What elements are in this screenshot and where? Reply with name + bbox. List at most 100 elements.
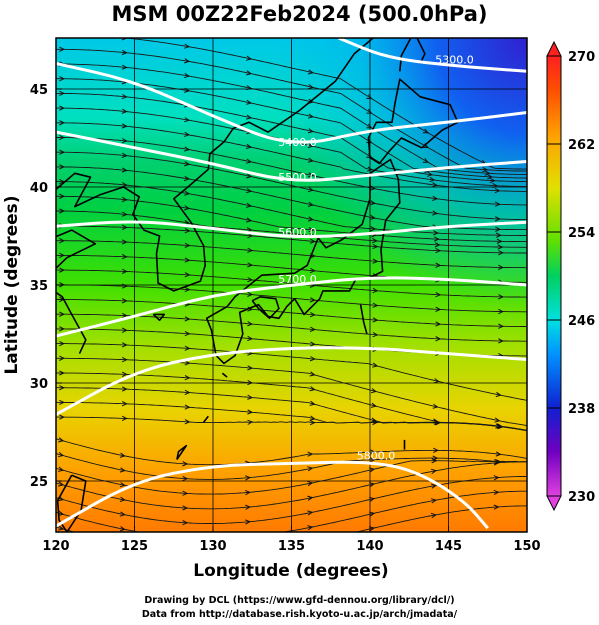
coastline <box>367 78 459 165</box>
streamline-arrow <box>184 117 191 123</box>
streamline-arrow <box>370 226 377 232</box>
streamline <box>56 48 527 172</box>
streamline-arrow <box>247 394 254 400</box>
streamline-arrow <box>309 311 316 318</box>
streamline-arrow <box>119 467 126 473</box>
streamline-arrow <box>489 177 496 184</box>
streamline-arrow <box>184 175 191 182</box>
streamline-arrow <box>247 409 254 415</box>
streamline-arrow <box>184 87 191 93</box>
streamline <box>56 299 527 327</box>
streamline <box>120 38 527 170</box>
streamline-arrow <box>182 520 189 526</box>
streamline-arrow <box>432 418 439 424</box>
streamline-arrow <box>121 268 128 274</box>
streamline-arrow <box>119 482 126 488</box>
streamline-arrow <box>309 326 316 332</box>
height-contour <box>56 220 527 239</box>
streamline-arrow <box>245 549 250 553</box>
coastline <box>359 304 368 335</box>
x-tick-label: 140 <box>356 539 383 554</box>
contour-label: 5600.0 <box>278 226 317 239</box>
streamline-arrow <box>493 489 500 496</box>
streamline-arrow <box>430 483 438 489</box>
streamline-arrow <box>430 512 438 519</box>
streamline-arrow <box>184 257 191 263</box>
streamline-arrow <box>370 417 378 423</box>
streamline-arrow <box>121 196 128 203</box>
streamline <box>56 505 527 532</box>
streamline-arrow <box>184 360 191 366</box>
streamline-arrow <box>498 264 504 271</box>
height-contour <box>338 38 527 73</box>
streamline-arrow <box>432 455 439 461</box>
streamline-arrow <box>121 167 128 173</box>
coastline <box>416 38 426 64</box>
x-tick-label: 150 <box>513 539 540 554</box>
streamline-arrow <box>121 239 128 245</box>
streamline-arrow <box>494 187 501 194</box>
streamline-arrow <box>59 46 65 52</box>
streamline-arrow <box>58 452 65 458</box>
height-contour <box>56 276 527 338</box>
streamline-arrow <box>183 550 188 554</box>
streamline-arrow <box>59 252 65 259</box>
y-axis-label: Latitude (degrees) <box>2 195 22 374</box>
streamline-arrow <box>59 355 65 361</box>
streamline-arrow <box>184 146 191 152</box>
colorbar-tick-label: 246 <box>568 314 595 329</box>
streamline-arrow <box>121 312 128 319</box>
streamline-arrow <box>432 403 439 409</box>
streamline-arrow <box>372 331 379 338</box>
streamline-arrow <box>369 526 376 532</box>
streamline-arrow <box>58 510 65 516</box>
coastline <box>399 38 412 72</box>
credit-line-1: Drawing by DCL (https://www.gfd-dennou.o… <box>144 595 455 606</box>
streamline-arrow <box>245 519 251 525</box>
streamline-arrow <box>121 386 128 392</box>
streamline-arrow <box>119 511 126 517</box>
streamline-arrow <box>369 482 376 488</box>
streamline-arrow <box>246 55 253 61</box>
streamline-arrow <box>247 247 254 253</box>
streamline-arrow <box>246 85 253 91</box>
y-tick-label: 35 <box>30 279 48 294</box>
streamline-arrow <box>309 297 316 303</box>
streamline-arrow <box>493 475 500 481</box>
streamline-arrow <box>309 415 316 421</box>
streamline-arrow <box>495 391 502 398</box>
streamline-arrow <box>121 254 128 260</box>
streamline-arrow <box>487 174 494 180</box>
streamline-arrow <box>59 178 65 185</box>
streamline-arrow <box>246 202 253 208</box>
streamline-arrow <box>495 423 502 429</box>
streamline-arrow <box>59 414 65 420</box>
streamline-arrow <box>309 267 316 274</box>
streamline-arrow <box>431 182 438 188</box>
streamline-arrow <box>121 283 128 289</box>
streamline-arrow <box>121 327 128 333</box>
streamline-arrow <box>184 43 191 49</box>
streamline-arrow <box>59 149 65 155</box>
streamline-arrow <box>59 164 65 170</box>
streamline-arrow <box>432 210 439 216</box>
streamline-arrow <box>121 64 128 70</box>
streamline-arrow <box>372 243 379 250</box>
streamline <box>56 78 527 179</box>
streamline-arrow <box>59 105 65 111</box>
streamline-arrow <box>121 138 128 144</box>
streamline-arrow <box>433 378 440 384</box>
colorbar-tick-label: 238 <box>568 402 595 417</box>
streamline-arrow <box>307 172 314 178</box>
streamline-arrow <box>309 420 316 426</box>
streamline-arrow <box>432 195 439 201</box>
streamline-arrow <box>184 272 191 278</box>
streamline-arrow <box>496 238 503 244</box>
streamline-arrow <box>307 84 314 90</box>
streamline-arrow <box>247 262 254 268</box>
coastline <box>56 474 87 532</box>
streamline-arrow <box>430 468 438 475</box>
streamline-arrow <box>184 131 191 137</box>
streamline-arrow <box>435 306 442 312</box>
streamline-arrow <box>121 371 128 377</box>
